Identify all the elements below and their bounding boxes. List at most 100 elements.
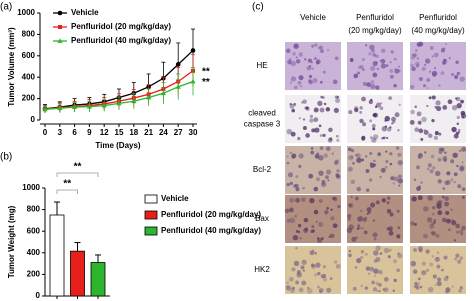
cell-nucleus	[319, 45, 324, 50]
cell-nucleus	[396, 268, 400, 273]
cell-nucleus	[298, 52, 304, 57]
cell-nucleus	[413, 178, 417, 181]
x-tick-label: 9	[87, 128, 92, 137]
cell-nucleus	[394, 112, 400, 118]
cell-nucleus	[461, 195, 465, 199]
cell-nucleus	[335, 98, 341, 104]
cell-nucleus	[397, 252, 400, 255]
cell-nucleus	[388, 248, 392, 252]
cell-nucleus	[336, 138, 340, 142]
cell-nucleus	[347, 166, 353, 172]
cell-nucleus	[306, 66, 312, 71]
cell-nucleus	[410, 109, 415, 115]
cell-nucleus	[366, 82, 372, 87]
cell-nucleus	[414, 282, 418, 285]
cell-nucleus	[386, 136, 389, 140]
x-tick-label: 27	[174, 128, 183, 137]
cell-nucleus	[291, 267, 296, 272]
cell-nucleus	[436, 203, 442, 209]
marker	[116, 100, 122, 106]
cell-nucleus	[428, 70, 432, 73]
cell-nucleus	[372, 72, 378, 78]
cell-nucleus	[386, 196, 391, 200]
cell-nucleus	[416, 165, 420, 170]
cell-nucleus	[380, 58, 386, 64]
cell-nucleus	[415, 64, 420, 68]
legend-marker	[57, 10, 63, 16]
cell-nucleus	[423, 206, 429, 212]
cell-nucleus	[299, 85, 302, 88]
cell-nucleus	[461, 116, 465, 119]
cell-nucleus	[295, 175, 299, 179]
cell-nucleus	[450, 159, 455, 164]
cell-nucleus	[305, 106, 309, 110]
legend-swatch	[144, 194, 158, 204]
cell-nucleus	[302, 269, 306, 272]
tissue-image	[410, 42, 466, 90]
column-label: (40 mg/kg/day)	[411, 26, 465, 35]
cell-nucleus	[294, 214, 298, 218]
cell-nucleus	[389, 60, 392, 64]
cell-nucleus	[311, 229, 315, 233]
cell-nucleus	[446, 171, 451, 176]
cell-nucleus	[313, 209, 319, 215]
cell-nucleus	[329, 277, 333, 280]
cell-nucleus	[292, 52, 296, 56]
cell-nucleus	[424, 151, 427, 154]
bar	[49, 214, 65, 297]
cell-nucleus	[286, 183, 290, 187]
cell-nucleus	[309, 114, 314, 119]
cell-nucleus	[350, 57, 354, 62]
cell-nucleus	[440, 147, 445, 152]
cell-nucleus	[384, 115, 391, 122]
cell-nucleus	[432, 212, 435, 216]
cell-nucleus	[411, 196, 417, 202]
cell-nucleus	[372, 53, 376, 57]
cell-nucleus	[440, 71, 445, 75]
cell-nucleus	[307, 286, 310, 290]
cell-nucleus	[288, 58, 292, 62]
cell-nucleus	[328, 137, 333, 141]
cell-nucleus	[359, 118, 364, 124]
cell-nucleus	[302, 186, 305, 190]
cell-nucleus	[314, 251, 317, 255]
cell-nucleus	[304, 227, 308, 232]
cell-nucleus	[442, 187, 446, 190]
cell-nucleus	[374, 105, 378, 109]
cell-nucleus	[451, 73, 454, 76]
cell-nucleus	[314, 127, 320, 133]
cell-nucleus	[372, 127, 376, 131]
cell-nucleus	[395, 146, 400, 150]
cell-nucleus	[398, 103, 401, 107]
cell-nucleus	[381, 48, 386, 53]
cell-nucleus	[295, 59, 301, 64]
cell-nucleus	[319, 290, 322, 294]
cell-nucleus	[411, 66, 416, 72]
cell-nucleus	[434, 256, 440, 262]
cell-nucleus	[284, 208, 290, 214]
cell-nucleus	[352, 286, 357, 291]
cell-nucleus	[333, 260, 338, 264]
cell-nucleus	[416, 57, 420, 60]
cell-nucleus	[302, 125, 307, 130]
x-tick-label: 12	[100, 128, 109, 137]
cell-nucleus	[420, 137, 424, 141]
cell-nucleus	[410, 84, 415, 90]
cell-nucleus	[458, 288, 462, 293]
y-tick-label: 400	[27, 248, 41, 257]
bracket	[56, 189, 78, 194]
cell-nucleus	[397, 152, 402, 157]
cell-nucleus	[356, 153, 361, 158]
cell-nucleus	[380, 63, 387, 69]
marker	[160, 90, 166, 96]
cell-nucleus	[322, 133, 326, 138]
cell-nucleus	[362, 217, 367, 222]
cell-nucleus	[445, 218, 451, 224]
cell-nucleus	[383, 277, 389, 282]
cell-nucleus	[359, 209, 363, 213]
cell-nucleus	[360, 284, 363, 288]
cell-nucleus	[286, 161, 290, 165]
cell-nucleus	[372, 60, 378, 67]
cell-nucleus	[361, 137, 365, 142]
y-tick-label: 200	[27, 270, 41, 279]
